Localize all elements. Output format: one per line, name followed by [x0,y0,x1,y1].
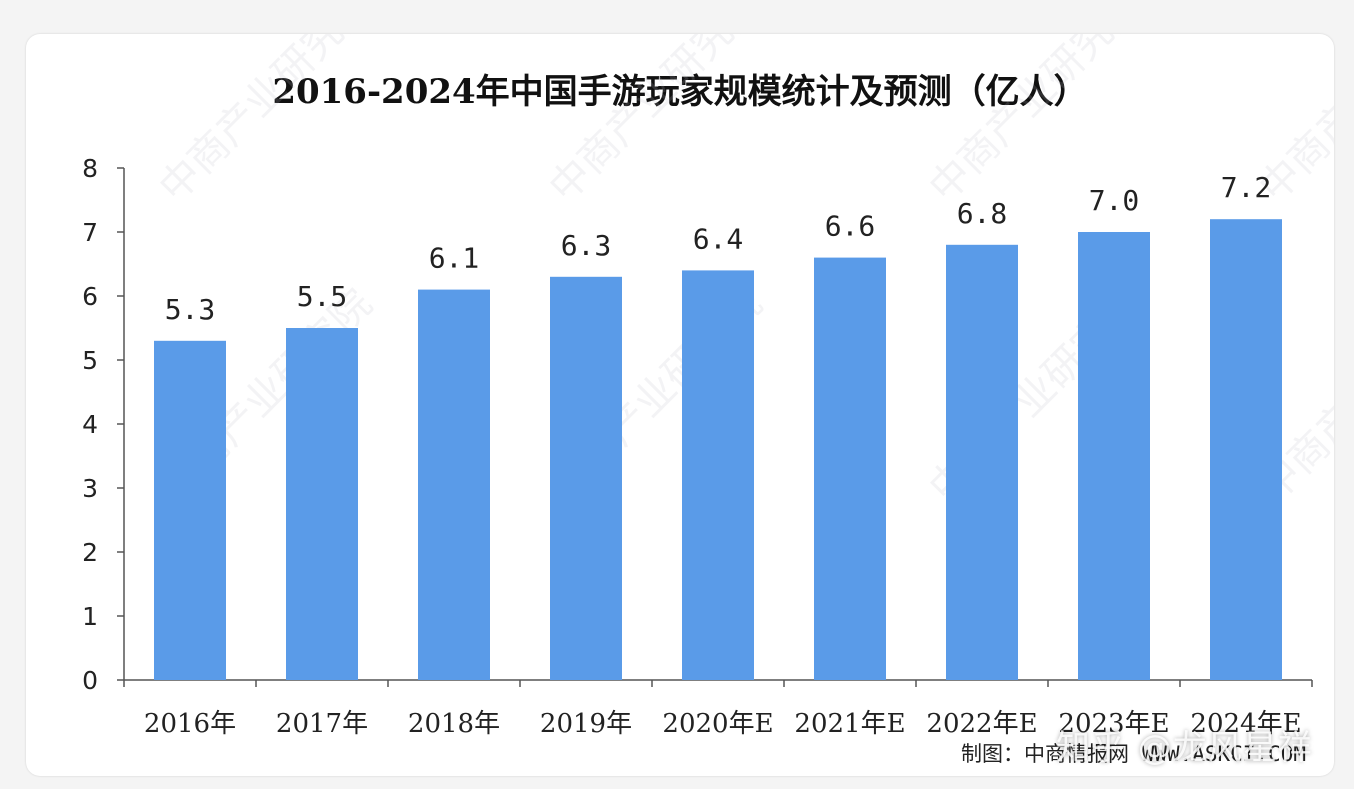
bar-value-label: 6.4 [693,222,744,255]
background-watermark: 中商产业研究院 [541,34,772,211]
bar [154,340,226,680]
y-tick-label: 8 [82,154,98,183]
y-tick-label: 1 [82,602,98,631]
bar-value-label: 7.0 [1089,184,1140,217]
y-tick-label: 4 [82,410,98,439]
y-tick-label: 2 [82,538,98,567]
y-tick-label: 0 [82,666,98,695]
chart-credit: 制图：中商情报网 WWW.ASKCI.COM [960,742,1306,766]
bar-value-label: 6.6 [825,210,876,243]
bar-value-label: 5.3 [165,293,216,326]
y-tick-label: 6 [82,282,98,311]
x-category-label: 2023年E [1058,709,1169,739]
bar [814,257,886,680]
bar [1210,219,1282,680]
chart-title: 2016-2024年中国手游玩家规模统计及预测（亿人） [272,72,1088,112]
bar [418,289,490,680]
background-watermark: 中商产业研究院 [151,34,382,211]
zhihu-watermark: 知乎 @龙风星祥 [1056,728,1313,768]
y-tick-label: 5 [82,346,98,375]
y-tick-label: 3 [82,474,98,503]
x-category-label: 2022年E [926,709,1037,739]
x-category-label: 2017年 [276,709,368,739]
x-category-label: 2024年E [1190,709,1301,739]
bar [286,328,358,680]
x-category-label: 2018年 [408,709,500,739]
bar [946,244,1018,681]
x-category-label: 2021年E [794,709,905,739]
x-category-label: 2019年 [540,709,632,739]
bar-value-label: 6.8 [957,197,1008,230]
x-category-label: 2020年E [662,709,773,739]
bar-value-label: 7.2 [1221,171,1272,204]
x-category-label: 2016年 [144,709,236,739]
bar-value-label: 5.5 [297,280,348,313]
bar [1078,232,1150,680]
bar-value-label: 6.1 [429,242,480,275]
bar [550,276,622,680]
bar-value-label: 6.3 [561,229,612,262]
bar [682,270,754,680]
y-tick-label: 7 [82,218,98,247]
chart-card: 2016-2024年中国手游玩家规模统计及预测（亿人） 中商产业研究院 中商产业研… [26,34,1334,776]
